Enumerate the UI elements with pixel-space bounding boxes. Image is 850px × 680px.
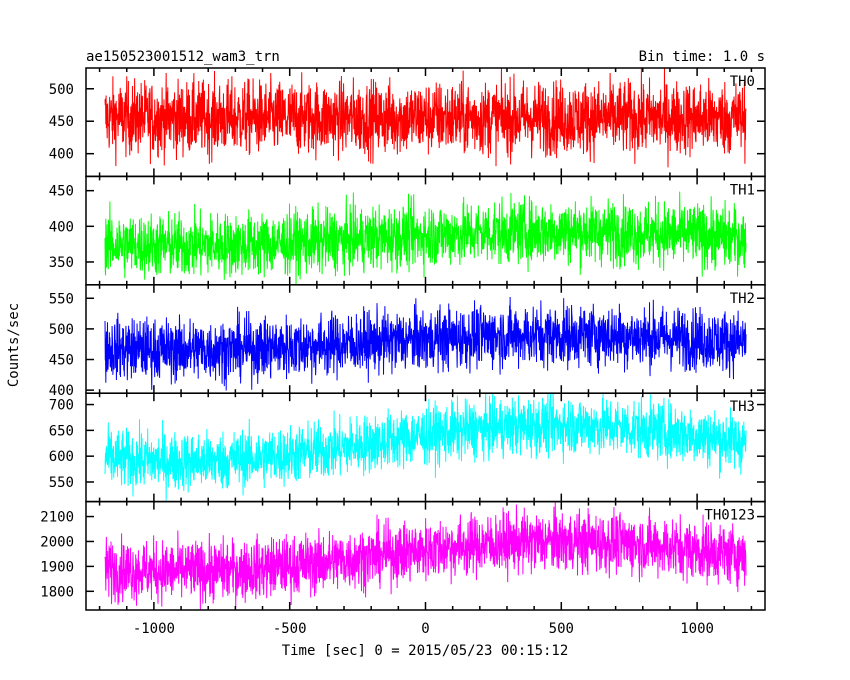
y-tick-label: 700: [49, 398, 74, 414]
panel-label-th1: TH1: [730, 182, 755, 198]
y-tick-label: 400: [49, 383, 74, 399]
panel-label-th2: TH2: [730, 291, 755, 307]
series-line-th0123: [104, 501, 747, 611]
y-tick-label: 450: [49, 184, 74, 200]
panel-th3: 550 600 650 700 TH3: [49, 392, 766, 503]
panel-th0: 400 450 500 TH0: [49, 67, 766, 178]
panel-label-th3: TH3: [730, 399, 755, 415]
y-tick-label: 1800: [40, 584, 74, 600]
series-line-th2: [104, 296, 747, 391]
chart-title: ae150523001512_wam3_trn: [86, 49, 280, 65]
x-tick-label: -1000: [133, 621, 175, 637]
panel-label-th0123: TH0123: [704, 508, 755, 524]
panel-th0123: 1800 1900 2000 2100 TH0123: [40, 500, 766, 611]
y-tick-label: 600: [49, 449, 74, 465]
panel-label-th0: TH0: [730, 74, 755, 90]
y-tick-label: 550: [49, 475, 74, 491]
panel-th2: 400 450 500 550 TH2: [49, 284, 766, 399]
y-tick-label: 400: [49, 147, 74, 163]
y-tick-label: 650: [49, 423, 74, 439]
y-tick-label: 550: [49, 291, 74, 307]
x-tick-label: 500: [549, 621, 574, 637]
y-tick-label: 2100: [40, 510, 74, 526]
y-axis-label: Counts/sec: [6, 303, 22, 387]
series-line-th3: [104, 393, 747, 501]
y-tick-label: 2000: [40, 534, 74, 550]
x-tick-label: 1000: [680, 621, 714, 637]
series-line-th1: [104, 191, 747, 285]
series-line-th0: [104, 68, 747, 168]
y-tick-label: 1900: [40, 559, 74, 575]
y-tick-label: 500: [49, 82, 74, 98]
y-tick-label: 450: [49, 114, 74, 130]
y-tick-label: 500: [49, 322, 74, 338]
x-tick-label: 0: [421, 621, 429, 637]
x-axis-label: Time [sec] 0 = 2015/05/23 00:15:12: [282, 643, 569, 659]
y-tick-label: 400: [49, 219, 74, 235]
y-tick-label: 350: [49, 255, 74, 271]
x-tick-label: -500: [273, 621, 307, 637]
panel-th1: 350 400 450 TH1: [49, 175, 766, 286]
bin-time-label: Bin time: 1.0 s: [639, 49, 765, 65]
y-tick-label: 450: [49, 353, 74, 369]
